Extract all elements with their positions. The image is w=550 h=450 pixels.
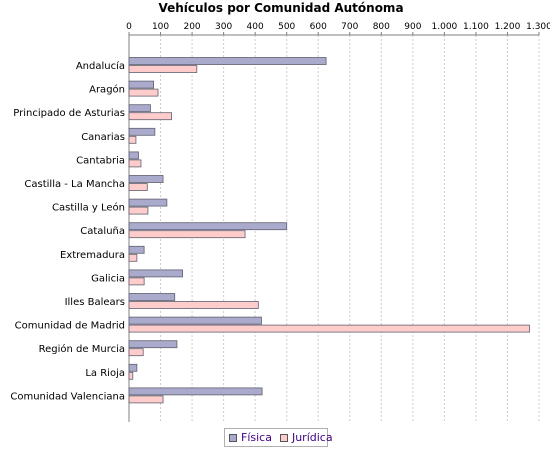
bar-juridica xyxy=(128,88,159,97)
category-label: Canarias xyxy=(81,132,125,143)
legend-label-fisica: Física xyxy=(241,431,272,444)
category-label: Principado de Asturias xyxy=(13,108,125,119)
category-label: Comunidad de Madrid xyxy=(15,321,125,332)
bar-juridica xyxy=(128,206,149,215)
x-tick-label: 900 xyxy=(404,22,421,32)
category-label: Castilla y León xyxy=(52,202,125,214)
bar-fisica xyxy=(128,198,168,207)
x-tick-label: 1.000 xyxy=(432,22,458,32)
bar-fisica xyxy=(128,127,156,136)
x-tick-label: 300 xyxy=(215,22,232,32)
bar-fisica xyxy=(128,104,151,113)
x-tick-label: 400 xyxy=(247,22,264,32)
x-tick-label: 800 xyxy=(373,22,390,32)
bar-juridica xyxy=(128,230,246,239)
bar-juridica xyxy=(128,348,144,357)
category-label: Cantabria xyxy=(76,155,125,166)
bar-fisica xyxy=(128,293,176,301)
bar-juridica xyxy=(128,135,137,144)
bar-fisica xyxy=(128,387,263,396)
bar-juridica xyxy=(128,395,164,404)
x-tick-label: 100 xyxy=(152,22,169,32)
bar-fisica xyxy=(128,222,288,231)
bar-juridica xyxy=(128,183,148,191)
legend-item-juridica: Jurídica xyxy=(279,431,333,444)
bar-fisica xyxy=(128,245,145,254)
bar-juridica xyxy=(128,159,142,168)
category-label: Aragón xyxy=(89,84,125,96)
category-label: Región de Murcia xyxy=(39,343,125,355)
category-label: La Rioja xyxy=(85,368,125,379)
bar-juridica xyxy=(128,277,145,286)
category-label: Castilla - La Mancha xyxy=(24,179,125,190)
x-tick-label: 1.200 xyxy=(495,22,521,32)
bar-fisica xyxy=(128,316,262,325)
bar-fisica xyxy=(128,175,164,183)
bar-juridica xyxy=(128,371,134,380)
category-label: Cataluña xyxy=(80,226,125,237)
bar-fisica xyxy=(128,269,184,278)
bar-juridica xyxy=(128,253,138,262)
bar-fisica xyxy=(128,363,138,372)
bar-juridica xyxy=(128,112,172,121)
bar-fisica xyxy=(128,340,178,349)
x-tick-label: 700 xyxy=(341,22,358,32)
x-tick-label: 500 xyxy=(278,22,295,32)
bar-juridica xyxy=(128,65,198,73)
bar-fisica xyxy=(128,57,327,65)
category-label: Galicia xyxy=(91,273,125,284)
category-label: Comunidad Valenciana xyxy=(10,391,125,402)
category-label: Illes Balears xyxy=(65,297,125,308)
legend-swatch-fisica xyxy=(229,433,237,442)
bar-juridica xyxy=(128,301,259,309)
bar-fisica xyxy=(128,80,155,89)
category-label: Extremadura xyxy=(60,250,125,261)
x-tick-label: 1.300 xyxy=(526,22,550,32)
x-tick-label: 200 xyxy=(183,22,200,32)
chart-legend: Física Jurídica xyxy=(224,428,333,447)
category-label: Andalucía xyxy=(76,60,125,72)
x-tick-label: 1.100 xyxy=(463,22,489,32)
x-tick-label: 600 xyxy=(310,22,327,32)
legend-item-fisica: Física xyxy=(229,431,272,444)
bar-fisica xyxy=(128,151,139,160)
bar-juridica xyxy=(128,324,530,333)
legend-label-juridica: Jurídica xyxy=(291,431,333,444)
x-tick-label: 0 xyxy=(126,22,132,32)
legend-swatch-juridica xyxy=(279,433,288,442)
chart-title: Vehículos por Comunidad Autónoma xyxy=(158,1,404,15)
